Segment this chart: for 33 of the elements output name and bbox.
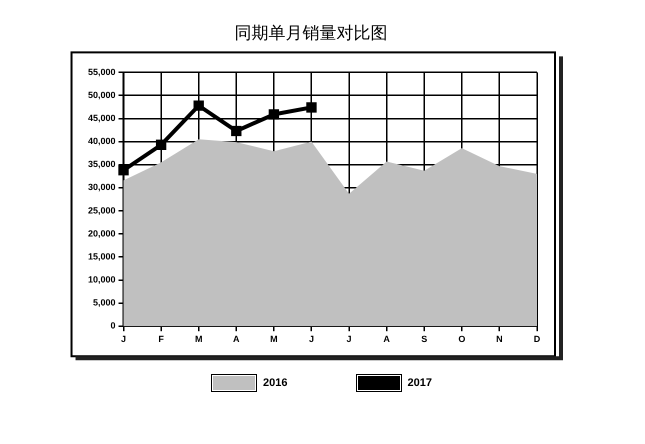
y-tick-label: 55,000 (88, 66, 116, 77)
x-tick-label: J (121, 334, 126, 344)
x-tick-label: F (158, 334, 164, 344)
point (156, 140, 166, 150)
point (268, 109, 280, 120)
x-tick-label: J (346, 334, 352, 344)
y-tick-label: 35,000 (88, 159, 116, 170)
x-tick-label: O (458, 334, 466, 344)
point (306, 102, 317, 113)
x-tick-label: A (233, 334, 240, 344)
point (194, 100, 204, 111)
chart-title: 同期单月销量对比图 (234, 24, 388, 44)
point (231, 126, 242, 136)
x-tick-label: J (308, 334, 314, 344)
x-tick-label: M (270, 334, 278, 344)
y-tick-label: 5,000 (92, 298, 116, 308)
y-tick-label: 0 (110, 320, 116, 331)
y-tick-label: 20,000 (88, 228, 116, 238)
legend-label: 2016 (263, 377, 288, 389)
y-tick-label: 50,000 (88, 90, 116, 100)
y-tick-label: 40,000 (88, 136, 116, 146)
y-tick-label: 45,000 (88, 113, 116, 124)
point (118, 165, 129, 176)
x-tick-label: D (534, 334, 541, 344)
y-tick-label: 25,000 (88, 205, 116, 216)
legend-label: 2017 (408, 377, 432, 389)
x-tick-label: A (383, 334, 390, 344)
x-tick-label: M (194, 334, 202, 344)
y-tick-label: 10,000 (88, 274, 116, 285)
x-tick-label: S (421, 334, 428, 344)
y-tick-label: 30,000 (88, 182, 116, 192)
x-tick-label: N (496, 334, 503, 344)
y-tick-label: 15,000 (88, 251, 116, 262)
